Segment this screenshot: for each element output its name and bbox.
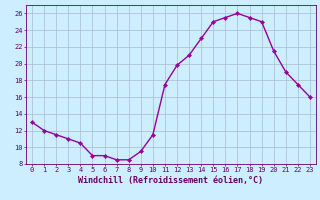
X-axis label: Windchill (Refroidissement éolien,°C): Windchill (Refroidissement éolien,°C) — [78, 176, 263, 185]
